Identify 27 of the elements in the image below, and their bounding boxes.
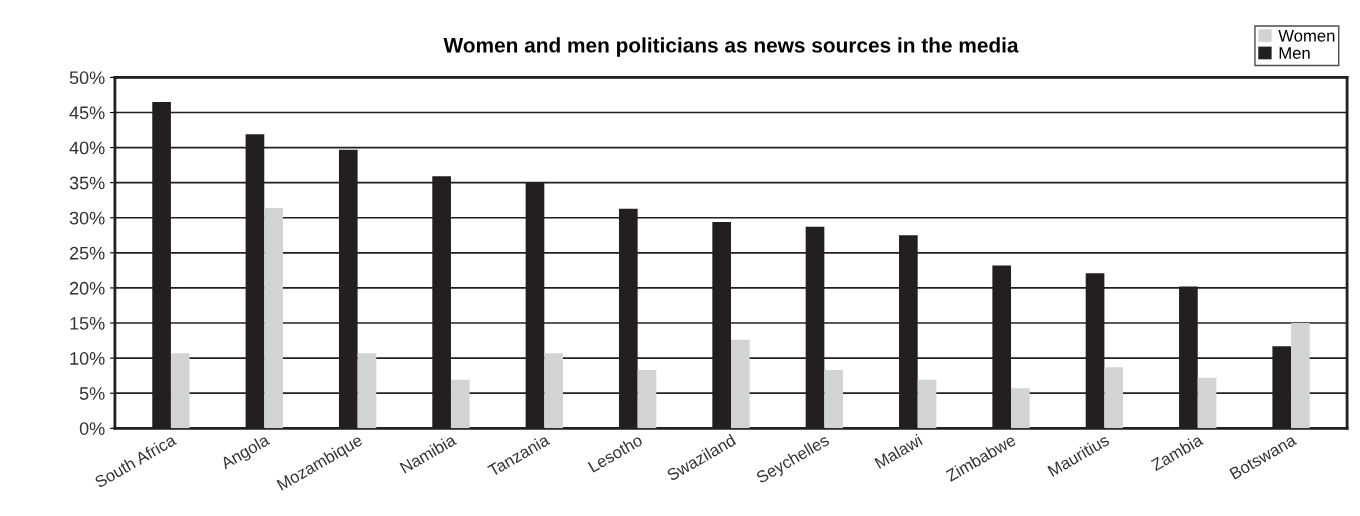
y-tick-label: 15%: [70, 317, 105, 330]
bar: [264, 207, 283, 429]
y-tick-label: 25%: [69, 246, 105, 260]
y-tick-label: 10%: [70, 352, 105, 365]
y-tick-label: 35%: [69, 176, 105, 190]
y-tick-label: 0%: [79, 422, 105, 435]
legend-label: Women: [1278, 30, 1335, 42]
bar: [357, 353, 377, 429]
bar: [170, 353, 190, 429]
bar: [824, 370, 844, 429]
bar: [1011, 388, 1030, 429]
bar: [637, 370, 657, 429]
y-tick-label: 20%: [69, 281, 105, 295]
y-tick-label: 40%: [69, 141, 105, 155]
bar: [731, 339, 750, 429]
y-tick-label: 5%: [79, 387, 105, 400]
bar: [917, 379, 937, 429]
y-tick-label: 30%: [69, 211, 105, 225]
chart-title: Women and men politicians as news sources in the media: [443, 37, 1019, 57]
y-tick-label: 45%: [69, 106, 105, 120]
bar: [1197, 377, 1217, 429]
y-tick-label: 50%: [69, 71, 105, 85]
legend-label: Men: [1279, 47, 1310, 59]
bar: [544, 353, 563, 429]
bar: [1291, 323, 1310, 429]
bar: [450, 379, 470, 429]
bar: [1104, 367, 1124, 429]
